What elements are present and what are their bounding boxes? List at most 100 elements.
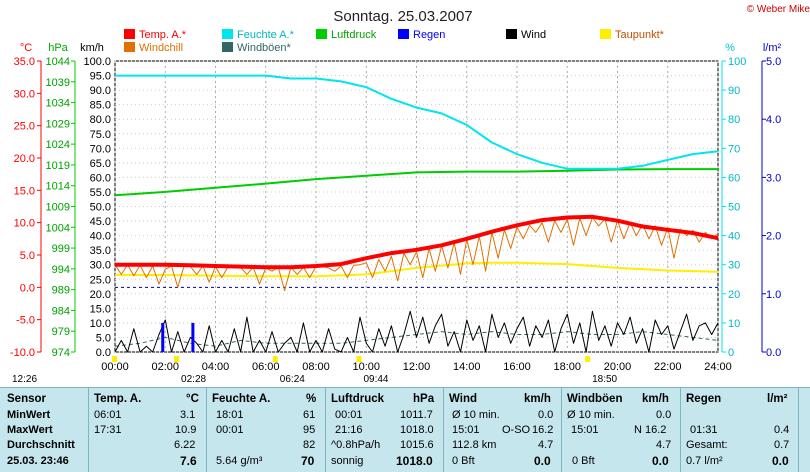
wind-tick-label: 30.0 [90, 260, 111, 272]
legend-swatch [506, 29, 517, 39]
pressure-tick-label: 1024 [46, 139, 70, 151]
gust-beaufort: 0 Bft [572, 455, 595, 467]
pressure-min-value: 1011.7 [400, 409, 433, 421]
gust-header: Windböen [567, 393, 623, 405]
gust-max-value: 16.2 [645, 424, 667, 436]
legend-swatch [316, 29, 327, 39]
legend-label: Taupunkt* [615, 29, 665, 41]
wind-tick-label: 70.0 [90, 143, 111, 155]
wind-tick-label: 75.0 [90, 129, 111, 141]
legend-label: Regen [413, 29, 445, 41]
wind-tick-label: 80.0 [90, 114, 111, 126]
humidity-tick-label: 10 [728, 318, 740, 330]
rain-tick-label: 5.0 [766, 56, 781, 68]
wind-tick-label: 95.0 [90, 71, 111, 83]
gust-current-value: 0.0 [652, 454, 669, 468]
wind-tick-label: 35.0 [90, 245, 111, 257]
wind-avg-value: 0.0 [538, 409, 554, 421]
rain-current-rate: 0.7 l/m² [686, 455, 723, 467]
wind-tick-label: 90.0 [90, 85, 111, 97]
temp-unit: °C [186, 393, 199, 405]
pressure-tick-label: 1039 [46, 77, 70, 89]
sensor-header: Sensor [7, 393, 46, 405]
wind-tick-label: 20.0 [90, 289, 111, 301]
pressure-trend: ^0.8hPa/h [331, 439, 381, 451]
wind-tick-label: 10.0 [90, 318, 111, 330]
wind-distance: 112.8 km [452, 439, 497, 451]
x-tick-label: 08:00 [302, 361, 330, 373]
humidity-current-value: 70 [301, 454, 315, 468]
rain-total-value: 0.7 [774, 439, 790, 451]
humidity-unit: % [306, 393, 317, 405]
wind-tick-label: 50.0 [90, 202, 111, 214]
wind-tick-label: 65.0 [90, 158, 111, 170]
legend-label: Windböen* [237, 42, 292, 54]
temp-current-value: 7.6 [180, 454, 197, 468]
pressure-tick-label: 1004 [46, 222, 70, 234]
pressure-current-value: 1018.0 [396, 454, 433, 468]
rain-max-time: 01:31 [690, 424, 718, 436]
copyright-label: © Weber Mike [747, 4, 810, 15]
humidity-tick-label: 100 [728, 56, 746, 68]
rain-tick-label: 4.0 [766, 114, 781, 126]
x-tick-label: 02:00 [151, 361, 179, 373]
wind-unit-label: km/h [80, 42, 104, 54]
time-marker-square [272, 356, 278, 362]
x-tick-label: 06:00 [252, 361, 280, 373]
humidity-tick-label: 20 [728, 289, 740, 301]
x-tick-label: 12:00 [403, 361, 431, 373]
legend-swatch [222, 29, 233, 39]
pressure-tick-label: 989 [52, 285, 70, 297]
time-marker-square [112, 356, 117, 362]
wind-tick-label: 15.0 [90, 303, 111, 315]
rain-tick-label: 2.0 [766, 231, 781, 243]
wind-tick-label: 25.0 [90, 274, 111, 286]
rain-tick-label: 3.0 [766, 172, 781, 184]
x-tick-label: 16:00 [503, 361, 531, 373]
humidity-tick-label: 90 [728, 85, 740, 97]
humidity-tick-label: 0 [728, 347, 734, 359]
row-label-min: MinWert [7, 409, 51, 421]
rain-tick-label: 0.0 [766, 347, 781, 359]
wind-tick-label: 55.0 [90, 187, 111, 199]
wind-avg-label: Ø 10 min. [452, 409, 500, 421]
temp-header: Temp. A. [94, 393, 142, 405]
rain-bar [191, 322, 195, 352]
x-tick-label: 14:00 [453, 361, 481, 373]
legend-swatch [600, 29, 611, 39]
legend-label: Windchill [139, 42, 183, 54]
row-label-current: 25.03. 23:46 [7, 455, 69, 467]
humidity-max-value: 95 [303, 424, 316, 436]
humidity-tick-label: 40 [728, 231, 740, 243]
pressure-tick-label: 979 [52, 326, 70, 338]
legend-swatch [398, 29, 409, 39]
humidity-avg-value: 82 [303, 439, 316, 451]
humidity-tick-label: 80 [728, 114, 740, 126]
wind-beaufort: 0 Bft [452, 455, 475, 467]
x-tick-label: 24:00 [704, 361, 732, 373]
wind-tick-label: 5.0 [96, 332, 111, 344]
wind-tick-label: 100.0 [83, 56, 111, 68]
x-tick-label: 00:00 [101, 361, 129, 373]
time-marker-label: 02:28 [181, 374, 206, 385]
gust-avg-label: Ø 10 min. [567, 409, 615, 421]
legend-label: Wind [521, 29, 546, 41]
weather-chart: Sonntag. 25.03.2007 © Weber Mike °C hPa … [10, 4, 810, 385]
legend-swatch [222, 42, 233, 52]
temp-tick-label: 25.0 [14, 121, 35, 133]
pressure-tick-label: 974 [52, 347, 70, 359]
wind-tick-label: 85.0 [90, 100, 111, 112]
time-marker-square [356, 356, 362, 362]
series-line [114, 331, 719, 347]
legend-label: Feuchte A.* [237, 29, 295, 41]
gust-max-direction: N [634, 424, 642, 436]
pressure-forecast: sonnig [331, 455, 364, 467]
statistics-table: Sensor MinWert MaxWert Durchschnitt 25.0… [0, 387, 810, 472]
humidity-max-time: 00:01 [216, 424, 244, 436]
rain-header: Regen [686, 393, 722, 405]
wind-tick-label: 40.0 [90, 231, 111, 243]
legend-swatch [124, 29, 135, 39]
pressure-tick-label: 1009 [46, 202, 70, 214]
pressure-tick-label: 1019 [46, 160, 70, 172]
pressure-min-time: 00:01 [335, 409, 363, 421]
